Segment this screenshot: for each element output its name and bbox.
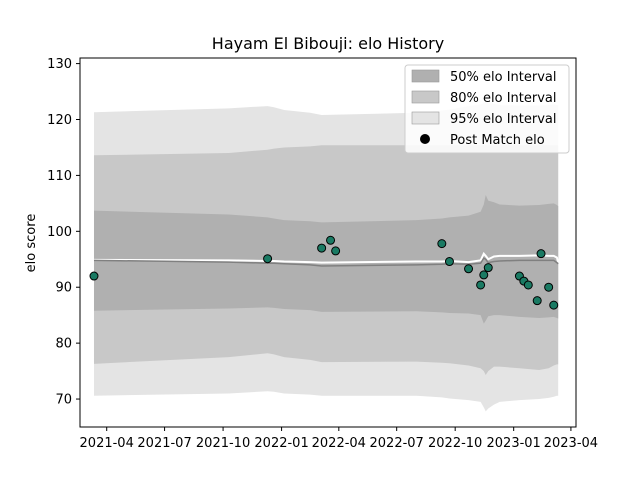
x-tick-label: 2021-10 [196, 436, 250, 451]
y-tick-label: 90 [55, 281, 72, 296]
post-match-elo-point [544, 282, 554, 292]
post-match-elo-point [331, 246, 341, 256]
post-match-elo-point [479, 270, 489, 280]
x-tick-label: 2022-07 [370, 436, 424, 451]
post-match-elo-point [464, 264, 474, 274]
legend-swatch-band50 [411, 69, 440, 83]
legend-swatch-band95 [411, 111, 440, 125]
legend: 50% elo Interval 80% elo Interval 95% elo … [404, 64, 570, 154]
post-match-elo-point [326, 235, 336, 245]
legend-box [404, 64, 570, 154]
x-tick-label: 2023-04 [544, 436, 598, 451]
post-match-elo-point [263, 254, 273, 264]
post-match-elo-point [476, 280, 486, 290]
plot-area [89, 101, 560, 412]
x-axis: 2021-04 2021-07 2021-10 2022-01 2022-04 2022-… [80, 427, 598, 451]
y-axis-title: elo score [24, 214, 39, 273]
y-tick-label: 70 [55, 393, 72, 408]
legend-label: 50% elo Interval [450, 70, 557, 85]
post-match-elo-point [437, 239, 447, 249]
x-tick-label: 2021-07 [137, 436, 191, 451]
legend-label: 95% elo Interval [450, 112, 557, 127]
legend-label: 80% elo Interval [450, 91, 557, 106]
legend-label: Post Match elo [450, 133, 545, 148]
x-tick-label: 2023-01 [487, 436, 541, 451]
x-tick-label: 2022-04 [312, 436, 366, 451]
band-50-interval [93, 194, 559, 324]
y-axis: 70 80 90 100 110 120 130 [47, 57, 80, 408]
post-match-elo-point [317, 243, 327, 253]
legend-swatch-point [420, 134, 430, 144]
y-tick-label: 110 [47, 169, 72, 184]
legend-swatch-band80 [411, 90, 440, 104]
x-tick-label: 2022-10 [428, 436, 482, 451]
axes-frame [79, 57, 577, 428]
x-tick-label: 2022-01 [254, 436, 308, 451]
post-match-elo-point [536, 249, 546, 259]
mean-elo-line [93, 257, 559, 267]
y-tick-label: 130 [47, 57, 72, 72]
post-match-elo-point [532, 296, 542, 306]
post-match-elo-point [483, 263, 493, 273]
post-match-elo-point [444, 257, 454, 267]
post-match-elo-point [89, 271, 99, 281]
chart-title: Hayam El Bibouji: elo History [212, 34, 444, 53]
y-tick-label: 100 [47, 225, 72, 240]
y-tick-label: 120 [47, 113, 72, 128]
y-tick-label: 80 [55, 337, 72, 352]
post-match-elo-point [523, 280, 533, 290]
x-tick-label: 2021-04 [80, 436, 134, 451]
post-match-elo-point [549, 300, 559, 310]
